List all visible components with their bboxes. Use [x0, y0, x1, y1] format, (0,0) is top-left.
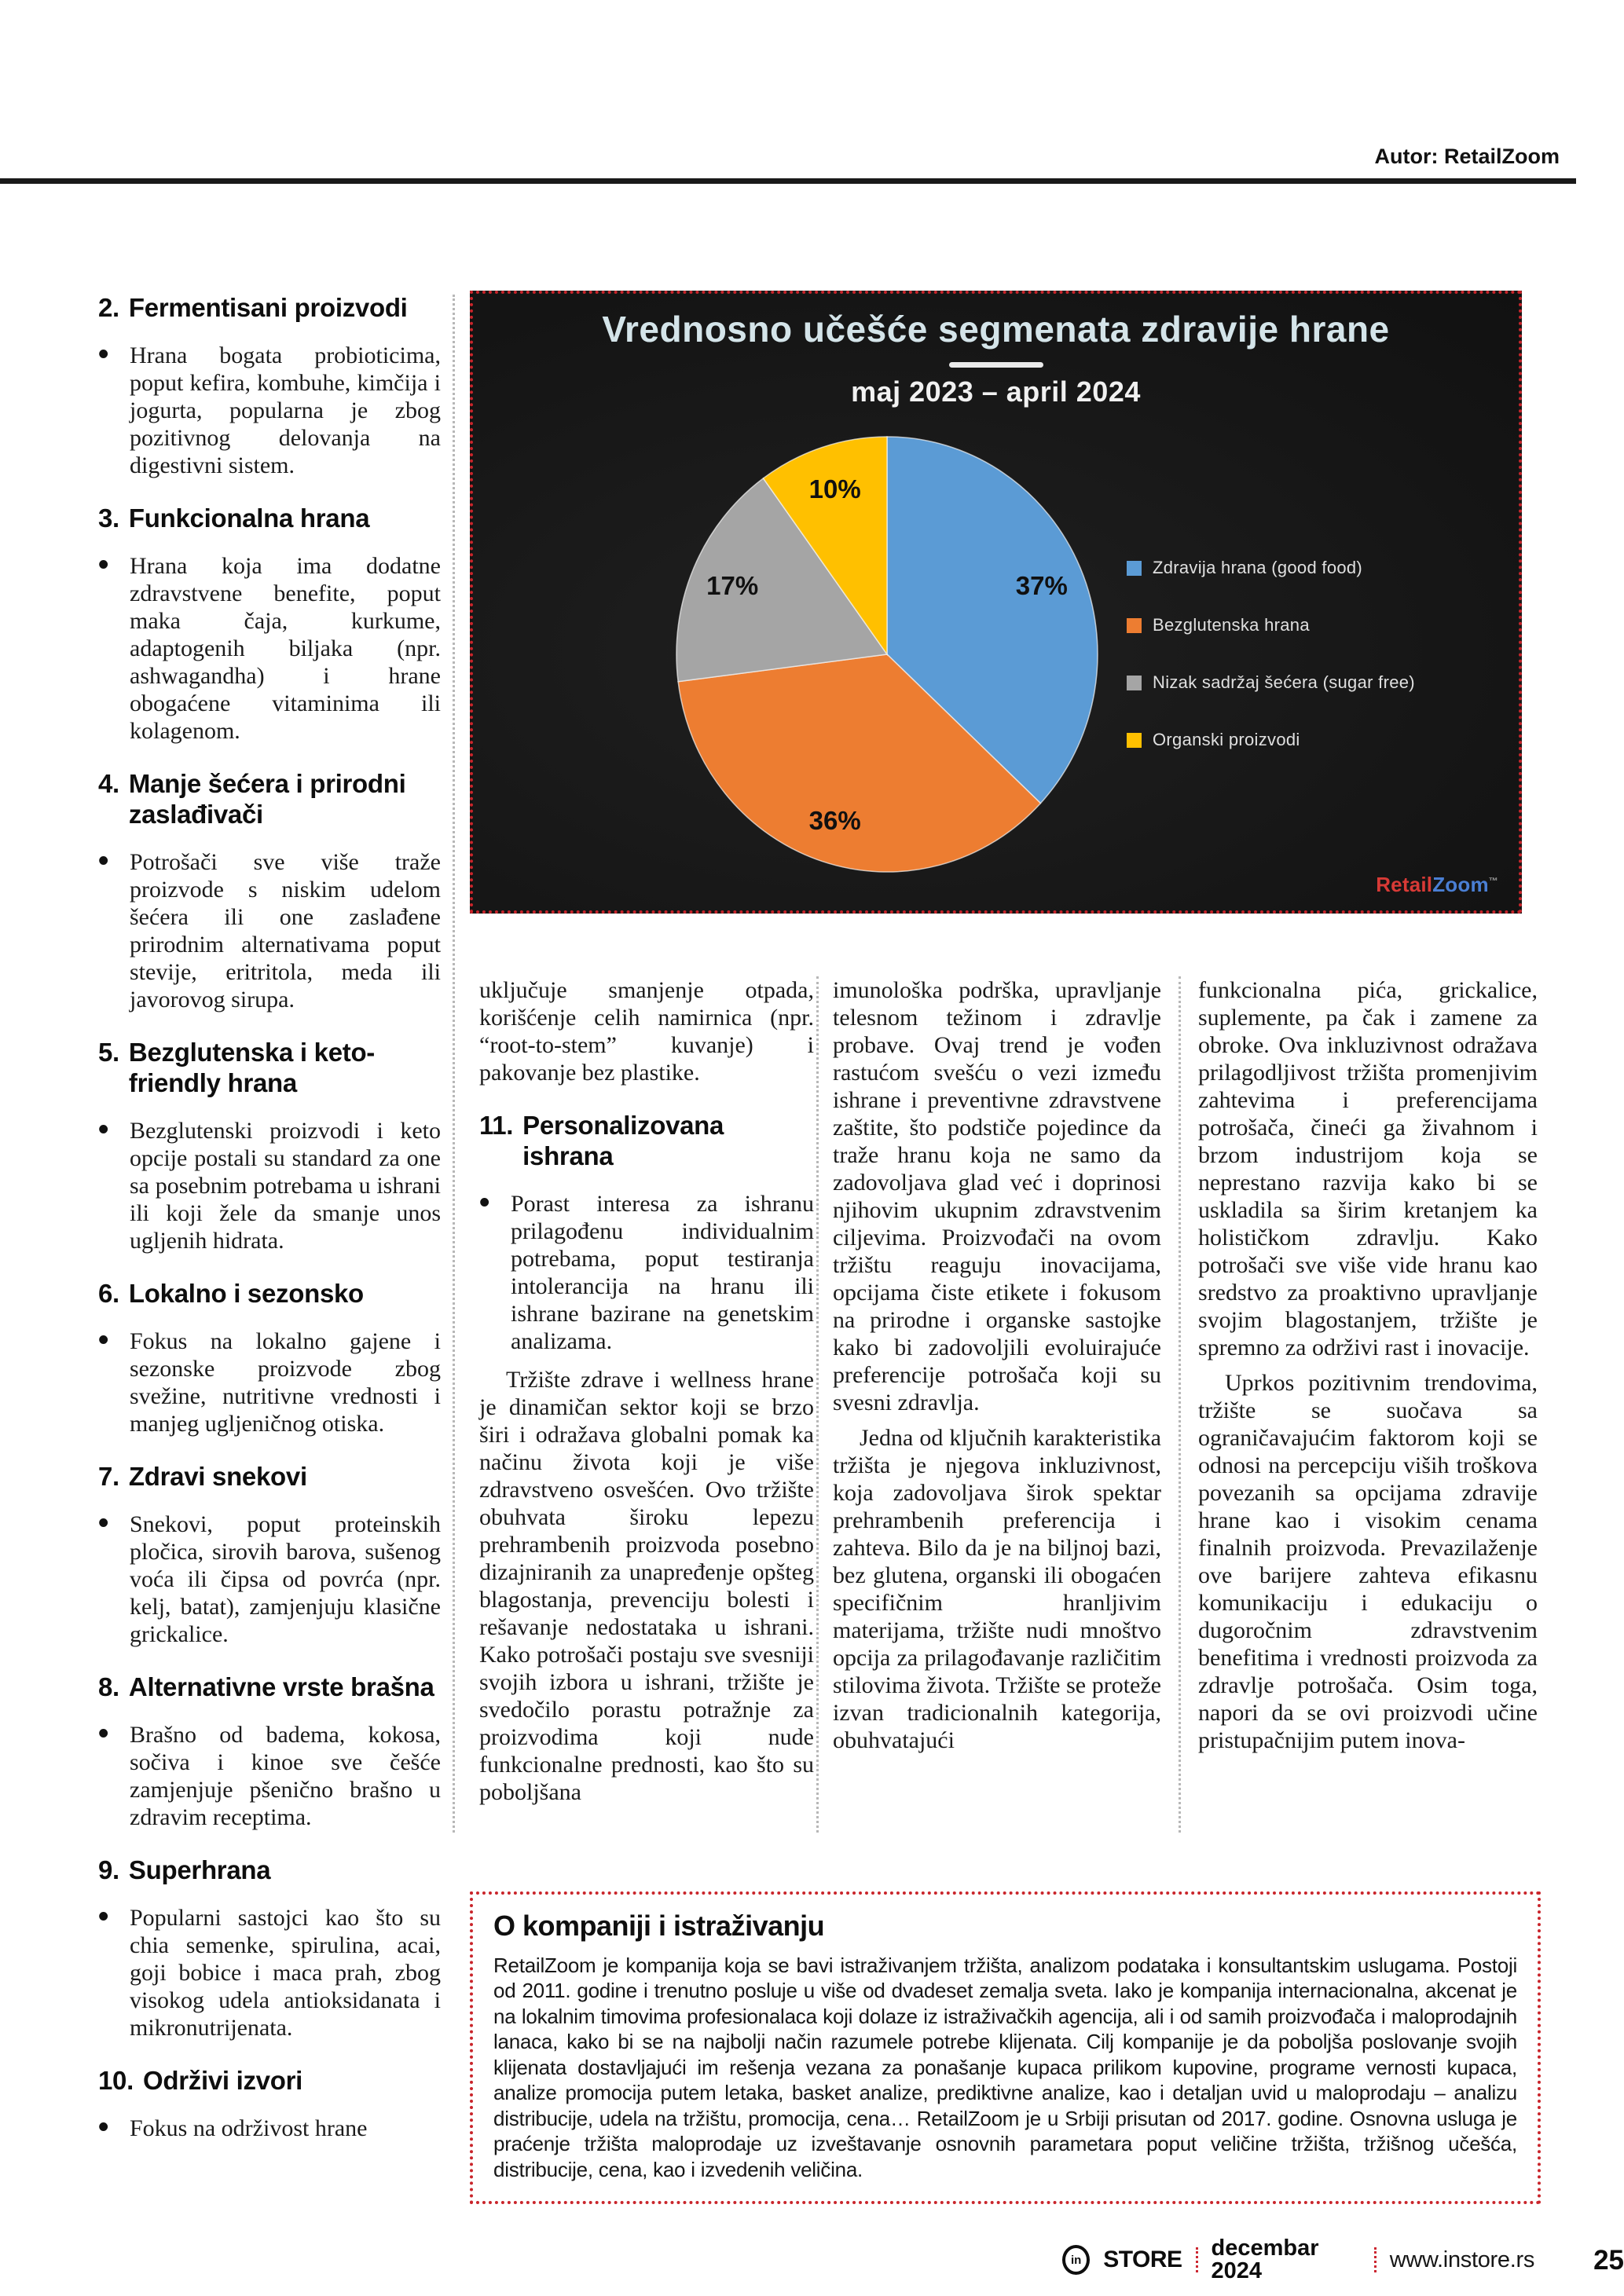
trademark-mark: ™: [1488, 875, 1498, 887]
legend-item: Organski proizvodi: [1127, 731, 1415, 749]
bullet-paragraph: Potrošači sve više traže proizvode s nis…: [98, 846, 441, 1013]
section-heading: 10. Održivi izvori: [98, 2065, 441, 2096]
column-separator: [1179, 976, 1181, 1833]
page-number: 25: [1593, 2244, 1624, 2276]
column-separator: [453, 295, 455, 1833]
section-heading: 4. Manje šećera i prirodni zaslađivači: [98, 768, 441, 829]
chart-title: Vrednosno učešće segmenata zdravije hran…: [602, 309, 1390, 350]
legend-label: Nizak sadržaj šećera (sugar free): [1153, 672, 1415, 692]
paragraph: Uprkos pozitivnim trendovima, tržište se…: [1198, 1370, 1538, 1753]
author-byline: Autor: RetailZoom: [1374, 145, 1560, 168]
section-number: 4.: [98, 769, 119, 798]
section-heading: 6. Lokalno i sezonsko: [98, 1278, 441, 1309]
paragraph: funkcionalna pića, grickalice, suplement…: [1198, 977, 1538, 1360]
legend-label: Organski proizvodi: [1153, 730, 1300, 749]
bullet-paragraph: Porast interesa za ishranu prilagođenu i…: [479, 1188, 814, 1355]
section-heading: 3. Funkcionalna hrana: [98, 503, 441, 533]
about-box-title: O kompaniji i istraživanju: [493, 1910, 825, 1942]
bullet-paragraph: Snekovi, poput proteinskih pločica, siro…: [98, 1508, 441, 1648]
legend-item: Zdravija hrana (good food): [1127, 559, 1415, 577]
section-title: Bezglutenska i keto-friendly hrana: [128, 1038, 375, 1097]
bullet-paragraph: Hrana bogata probioticima, poput kefira,…: [98, 339, 441, 479]
pie-slice-3: [676, 477, 889, 683]
pie-slice-1: [886, 436, 1098, 804]
chart-subtitle: maj 2023 – april 2024: [851, 375, 1141, 408]
section-title: Održivi izvori: [142, 2066, 303, 2095]
section-number: 11.: [479, 1111, 514, 1140]
section-number: 9.: [98, 1855, 119, 1884]
column-separator: [816, 976, 819, 1833]
section-title: Superhrana: [128, 1855, 271, 1884]
legend-label: Bezglutenska hrana: [1153, 615, 1310, 635]
bullet-paragraph: Fokus na lokalno gajene i sezonske proiz…: [98, 1325, 441, 1437]
section-title: Fermentisani proizvodi: [128, 293, 408, 322]
section-number: 7.: [98, 1462, 119, 1491]
section-title: Lokalno i sezonsko: [128, 1279, 364, 1308]
footer-separator: [1195, 2247, 1198, 2272]
chart-title-underline: [948, 361, 1043, 368]
legend-swatch-icon: [1127, 675, 1142, 690]
paragraph: Jedna od ključnih karakteristika tržišta…: [833, 1425, 1161, 1753]
pie-slice-2: [677, 654, 1042, 873]
page-footer: in STORE decembar 2024 www.instore.rs 25: [1062, 2237, 1624, 2283]
pie-value-label: 17%: [706, 571, 758, 600]
section-title: Manje šećera i prirodni zaslađivači: [128, 769, 406, 829]
section-heading: 8. Alternativne vrste brašna: [98, 1672, 441, 1702]
footer-separator: [1373, 2247, 1377, 2272]
legend-swatch-icon: [1127, 617, 1142, 633]
column-body-3: imunološka podrška, upravljanje telesnom…: [833, 976, 1161, 1762]
pie-chart: 37% 36% 17% 10%: [676, 436, 1098, 873]
section-number: 5.: [98, 1038, 119, 1067]
section-number: 8.: [98, 1672, 119, 1701]
column-body-4: funkcionalna pića, grickalice, suplement…: [1198, 976, 1538, 1762]
bullet-paragraph: Bezglutenski proizvodi i keto opcije pos…: [98, 1115, 441, 1254]
legend-swatch-icon: [1127, 560, 1142, 576]
section-number: 3.: [98, 504, 119, 533]
column-body-2: uključuje smanjenje otpada, korišćenje c…: [479, 976, 814, 1814]
section-heading: 9. Superhrana: [98, 1855, 441, 1885]
pie-value-label: 36%: [809, 806, 861, 835]
pie-value-label: 37%: [1016, 571, 1068, 600]
legend-swatch-icon: [1127, 732, 1142, 748]
legend-item: Bezglutenska hrana: [1127, 617, 1415, 634]
bullet-paragraph: Hrana koja ima dodatne zdravstvene benef…: [98, 550, 441, 745]
legend-label: Zdravija hrana (good food): [1153, 558, 1363, 577]
section-number: 2.: [98, 293, 119, 322]
section-title: Funkcionalna hrana: [128, 504, 370, 533]
retailzoom-logo-zoom: Zoom: [1432, 873, 1489, 896]
section-heading: 11. Personalizovana ishrana: [479, 1110, 814, 1171]
legend-item: Nizak sadržaj šećera (sugar free): [1127, 674, 1415, 691]
section-heading: 7. Zdravi snekovi: [98, 1461, 441, 1492]
bullet-paragraph: Popularni sastojci kao što su chia semen…: [98, 1902, 441, 2041]
about-box-body: RetailZoom je kompanija koja se bavi ist…: [493, 1953, 1517, 2181]
pie-slice-4: [762, 436, 888, 657]
continuation-paragraph: uključuje smanjenje otpada, korišćenje c…: [479, 977, 814, 1086]
instore-logo-icon: in: [1062, 2245, 1091, 2275]
footer-brand: STORE: [1103, 2247, 1182, 2272]
section-title: Zdravi snekovi: [128, 1462, 307, 1491]
section-heading: 5. Bezglutenska i keto-friendly hrana: [98, 1037, 441, 1098]
footer-website: www.instore.rs: [1389, 2247, 1535, 2272]
retailzoom-logo-retail: Retail: [1376, 873, 1433, 896]
retailzoom-logo: RetailZoom™: [1376, 874, 1498, 895]
section-heading: 2. Fermentisani proizvodi: [98, 292, 441, 323]
chart-legend: Zdravija hrana (good food) Bezglutenska h…: [1127, 559, 1415, 789]
section-number: 6.: [98, 1279, 119, 1308]
bullet-paragraph: Brašno od badema, kokosa, sočiva i kinoe…: [98, 1719, 441, 1831]
paragraph: Tržište zdrave i wellness hrane je dinam…: [479, 1367, 814, 1805]
pie-value-label: 10%: [809, 474, 861, 504]
column-trend-list: 2. Fermentisani proizvodi Hrana bogata pro…: [98, 292, 441, 2153]
pie-chart-panel: Vrednosno učešće segmenata zdravije hran…: [470, 291, 1522, 914]
bullet-paragraph: Fokus na održivost hrane: [98, 2112, 441, 2142]
header-rule: [0, 178, 1576, 184]
footer-issue-date: decembar 2024: [1211, 2236, 1319, 2283]
paragraph: imunološka podrška, upravljanje telesnom…: [833, 977, 1161, 1415]
about-company-box: O kompaniji i istraživanju RetailZoom je…: [470, 1891, 1541, 2205]
section-number: 10.: [98, 2066, 134, 2095]
section-title: Personalizovana ishrana: [522, 1111, 724, 1170]
section-title: Alternativne vrste brašna: [128, 1672, 434, 1701]
